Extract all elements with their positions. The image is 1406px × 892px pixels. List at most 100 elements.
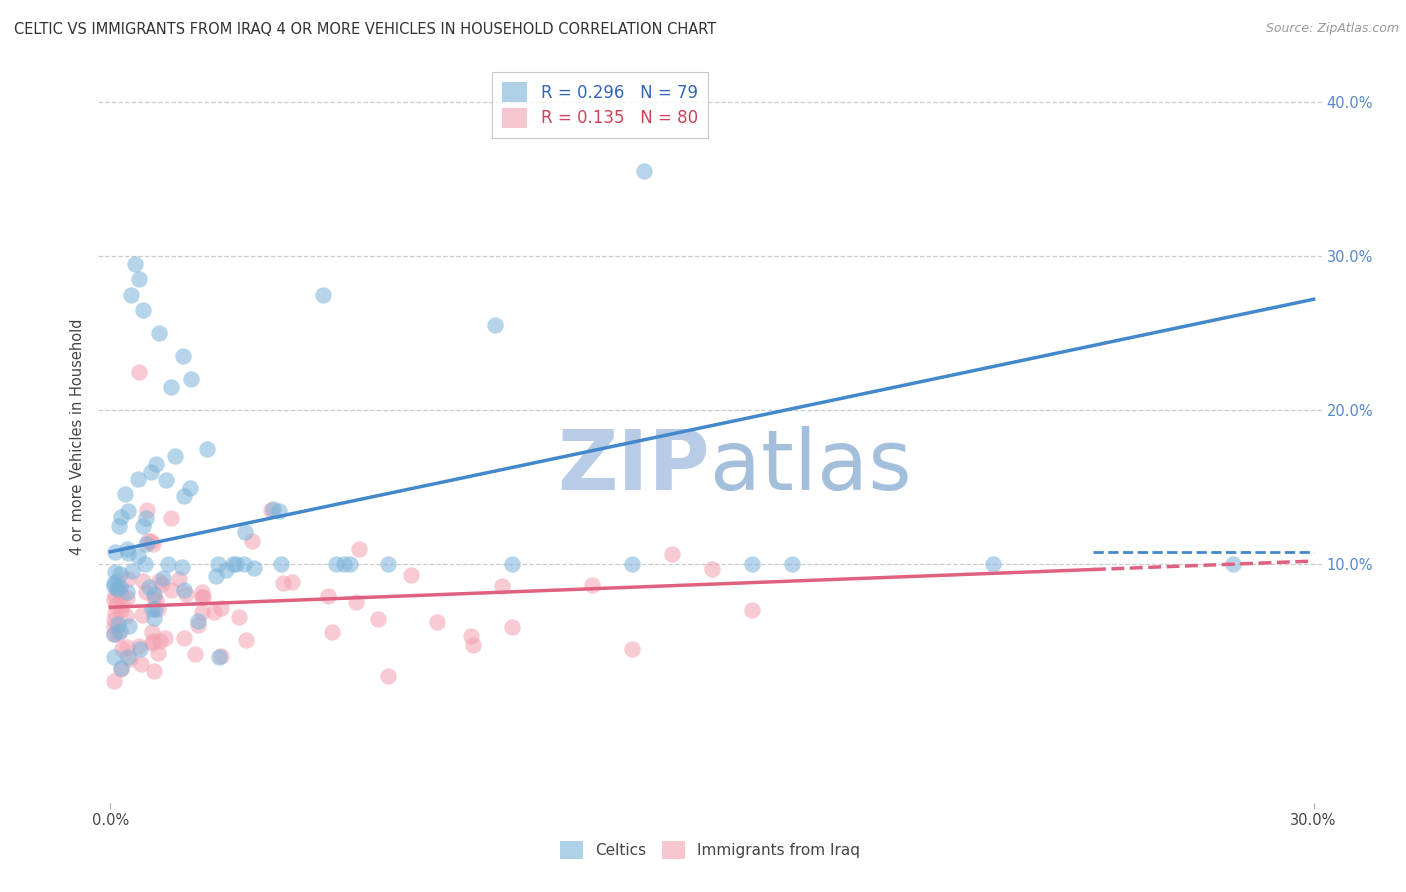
Point [111, 599, 134, 613]
Point [344, 595, 367, 609]
Point [103, 576, 125, 591]
Point [780, 557, 803, 571]
Point [159, 380, 181, 394]
Point [191, 605, 214, 619]
Point [127, 472, 149, 486]
Point [176, 587, 198, 601]
Point [103, 613, 125, 627]
Point [377, 669, 399, 683]
Point [110, 642, 132, 657]
Legend: Celtics, Immigrants from Iraq: Celtics, Immigrants from Iraq [554, 835, 866, 864]
Point [207, 557, 229, 571]
Point [501, 557, 523, 571]
Point [103, 579, 125, 593]
Point [581, 577, 603, 591]
Point [332, 557, 354, 571]
Point [187, 614, 209, 628]
Point [633, 164, 655, 178]
Point [150, 576, 173, 591]
Point [620, 642, 643, 657]
Point [491, 579, 513, 593]
Point [501, 619, 523, 633]
Point [107, 627, 129, 641]
Point [143, 664, 166, 678]
Point [260, 503, 283, 517]
Point [103, 674, 125, 689]
Point [155, 631, 177, 645]
Point [142, 591, 165, 605]
Point [105, 598, 128, 612]
Point [121, 564, 143, 578]
Point [127, 549, 149, 563]
Point [141, 601, 163, 615]
Point [208, 649, 231, 664]
Point [377, 557, 399, 571]
Point [460, 629, 482, 643]
Point [228, 610, 250, 624]
Point [103, 626, 125, 640]
Point [110, 662, 132, 676]
Point [131, 303, 153, 318]
Point [173, 583, 195, 598]
Point [138, 580, 160, 594]
Point [129, 657, 152, 671]
Point [107, 574, 129, 588]
Point [104, 545, 127, 559]
Point [117, 649, 139, 664]
Point [135, 585, 157, 599]
Point [120, 287, 142, 301]
Point [741, 557, 763, 571]
Point [401, 568, 423, 582]
Point [205, 568, 228, 582]
Point [128, 272, 150, 286]
Point [160, 582, 183, 597]
Point [117, 572, 139, 586]
Point [173, 489, 195, 503]
Point [152, 571, 174, 585]
Point [661, 547, 683, 561]
Point [242, 560, 264, 574]
Point [190, 585, 212, 599]
Point [136, 534, 159, 549]
Point [128, 639, 150, 653]
Point [134, 557, 156, 571]
Point [103, 619, 125, 633]
Point [271, 575, 294, 590]
Point [179, 481, 201, 495]
Point [135, 503, 157, 517]
Point [172, 349, 194, 363]
Point [110, 588, 132, 602]
Point [240, 534, 263, 549]
Point [426, 615, 449, 629]
Point [741, 603, 763, 617]
Point [167, 572, 190, 586]
Point [148, 574, 170, 589]
Point [145, 457, 167, 471]
Point [209, 600, 232, 615]
Point [163, 450, 186, 464]
Point [191, 590, 214, 604]
Point [157, 557, 180, 571]
Point [145, 602, 167, 616]
Point [110, 580, 132, 594]
Point [132, 574, 155, 588]
Point [235, 632, 257, 647]
Point [146, 646, 169, 660]
Point [187, 618, 209, 632]
Point [215, 563, 238, 577]
Y-axis label: 4 or more Vehicles in Household: 4 or more Vehicles in Household [70, 318, 86, 556]
Point [190, 590, 212, 604]
Point [118, 619, 141, 633]
Point [981, 557, 1004, 571]
Point [103, 649, 125, 664]
Point [139, 534, 162, 549]
Point [132, 518, 155, 533]
Point [262, 502, 284, 516]
Point [142, 587, 165, 601]
Point [135, 537, 157, 551]
Point [104, 588, 127, 602]
Point [117, 546, 139, 560]
Point [222, 557, 245, 571]
Point [141, 537, 163, 551]
Point [110, 603, 132, 617]
